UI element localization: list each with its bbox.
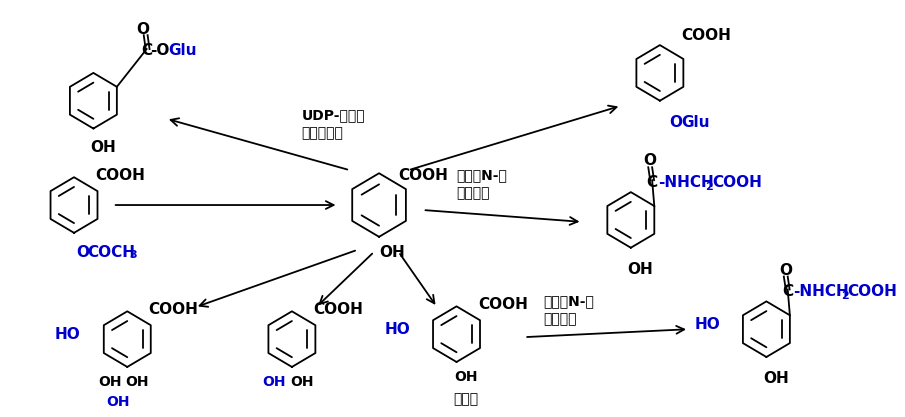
Text: 醛酸转移酶: 醛酸转移酶 [301, 126, 344, 141]
Text: COOH: COOH [398, 168, 448, 183]
Text: 基转移酶: 基转移酶 [456, 186, 490, 200]
Text: OH: OH [454, 370, 478, 384]
Text: COOH: COOH [681, 28, 731, 43]
Text: Glu: Glu [168, 43, 196, 58]
Text: 基转移酶: 基转移酶 [544, 312, 577, 327]
Text: OH: OH [290, 375, 313, 389]
Text: Glu: Glu [681, 115, 710, 130]
Text: COOH: COOH [313, 302, 363, 317]
Text: -NHCH: -NHCH [794, 284, 849, 299]
Text: O: O [779, 263, 792, 278]
Text: OH: OH [380, 245, 405, 260]
Text: HO: HO [694, 317, 719, 332]
Text: O: O [76, 245, 89, 260]
Text: -O: -O [150, 43, 170, 58]
Text: 龙胆酸: 龙胆酸 [453, 392, 479, 406]
Text: -NHCH: -NHCH [658, 175, 714, 190]
Text: 甘氨酸N-酰: 甘氨酸N-酰 [544, 294, 595, 309]
Text: O: O [137, 22, 149, 37]
Text: OH: OH [262, 375, 286, 389]
Text: 2: 2 [705, 182, 713, 192]
Text: 2: 2 [841, 291, 849, 301]
Text: COCH: COCH [88, 245, 136, 260]
Text: C: C [646, 175, 658, 190]
Text: OH: OH [98, 375, 121, 389]
Text: OH: OH [106, 395, 129, 409]
Text: C: C [141, 43, 152, 58]
Text: OH: OH [90, 141, 116, 156]
Text: 3: 3 [129, 250, 137, 260]
Text: COOH: COOH [712, 175, 762, 190]
Text: O: O [670, 115, 682, 130]
Text: OH: OH [628, 261, 653, 276]
Text: COOH: COOH [478, 297, 528, 312]
Text: COOH: COOH [148, 302, 198, 317]
Text: O: O [643, 153, 657, 168]
Text: OH: OH [125, 375, 148, 389]
Text: COOH: COOH [95, 168, 145, 183]
Text: OH: OH [763, 371, 789, 386]
Text: UDP-葡萄糖: UDP-葡萄糖 [301, 109, 366, 123]
Text: 甘氨酸N-酰: 甘氨酸N-酰 [456, 168, 508, 182]
Text: HO: HO [55, 327, 81, 342]
Text: C: C [782, 284, 794, 299]
Text: HO: HO [385, 322, 410, 337]
Text: COOH: COOH [848, 284, 898, 299]
